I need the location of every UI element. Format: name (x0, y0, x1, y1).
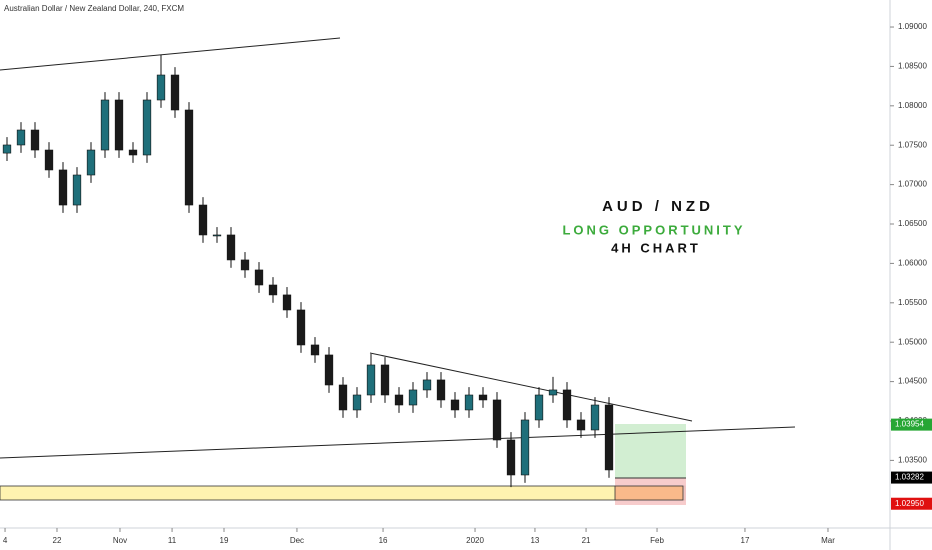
candle-body (114, 99, 124, 151)
trend-line (0, 37, 341, 71)
candle-body (436, 379, 446, 401)
candle-body (352, 394, 362, 411)
candle-body (590, 404, 600, 431)
price-tag (891, 471, 932, 484)
annotation: LONG OPPORTUNITY (562, 222, 745, 237)
candle-body (338, 384, 348, 411)
candle-body (100, 99, 110, 151)
entry-overlap (614, 485, 684, 501)
candle-body (282, 294, 292, 311)
candle-body (520, 419, 530, 476)
x-tick-label: Feb (650, 536, 664, 545)
candle-body (198, 204, 208, 236)
candle-body (240, 259, 250, 271)
candle-body (478, 394, 488, 401)
x-tick-label: 21 (582, 536, 591, 545)
annotation: AUD / NZD (602, 198, 714, 215)
candle-body (310, 344, 320, 356)
y-tick-label: 1.07000 (898, 180, 927, 189)
candle-body (226, 234, 236, 261)
candle-body (492, 399, 502, 441)
candle-body (142, 99, 152, 156)
candle-body (604, 404, 614, 471)
price-tag-label: 1.02950 (895, 499, 924, 508)
candle-body (366, 364, 376, 396)
x-tick-label: Nov (113, 536, 127, 545)
x-tick-label: 19 (220, 536, 229, 545)
candle-body (548, 389, 558, 396)
y-tick-label: 1.04500 (898, 377, 927, 386)
y-tick-label: 1.07500 (898, 140, 927, 149)
y-tick-label: 1.05500 (898, 298, 927, 307)
y-tick-label: 1.09000 (898, 22, 927, 31)
candle-body (380, 364, 390, 396)
x-tick-label: Dec (290, 536, 304, 545)
y-tick-label: 1.05000 (898, 337, 927, 346)
candle-body (464, 394, 474, 411)
candle-body (128, 149, 138, 156)
x-tick-label: 4 (3, 536, 8, 545)
candle-body (408, 389, 418, 406)
candle-body (30, 129, 40, 151)
x-tick-label: 13 (530, 536, 539, 545)
candle-body (86, 149, 96, 176)
y-tick-label: 1.08500 (898, 62, 927, 71)
x-tick-label: 2020 (466, 536, 484, 545)
candle-body (44, 149, 54, 171)
candle-body (534, 394, 544, 421)
candle-body (296, 309, 306, 346)
candle-body (422, 379, 432, 391)
chart-title: Australian Dollar / New Zealand Dollar, … (4, 4, 184, 13)
y-tick-label: 1.08000 (898, 101, 927, 110)
candle-body (58, 169, 68, 206)
candle-body (156, 74, 166, 101)
candle-body (394, 394, 404, 406)
candle-body (212, 234, 222, 237)
x-tick-label: 17 (741, 536, 750, 545)
candle-body (16, 129, 26, 146)
candle-body (72, 174, 82, 206)
candle-body (562, 389, 572, 421)
candle-body (576, 419, 586, 431)
x-tick-label: 22 (53, 536, 62, 545)
candle-body (506, 439, 516, 476)
candle-body (450, 399, 460, 411)
annotation: 4H CHART (611, 240, 701, 255)
candle-body (2, 144, 12, 154)
candle-body (268, 284, 278, 296)
trend-line (369, 352, 693, 422)
support-zone (0, 485, 686, 501)
candle-body (254, 269, 264, 286)
candle-body (170, 74, 180, 111)
price-tag-label: 1.03954 (895, 420, 924, 429)
candle-body (184, 109, 194, 206)
trend-line (0, 426, 796, 459)
price-tag (891, 418, 932, 431)
x-tick-label: 11 (168, 536, 177, 545)
y-tick-label: 1.06000 (898, 259, 927, 268)
x-tick-label: Mar (821, 536, 835, 545)
price-tag-label: 1.03282 (895, 473, 924, 482)
price-tag (891, 497, 932, 510)
x-tick-label: 16 (379, 536, 388, 545)
y-tick-label: 1.06500 (898, 219, 927, 228)
candle-body (324, 354, 334, 386)
y-tick-label: 1.03500 (898, 456, 927, 465)
